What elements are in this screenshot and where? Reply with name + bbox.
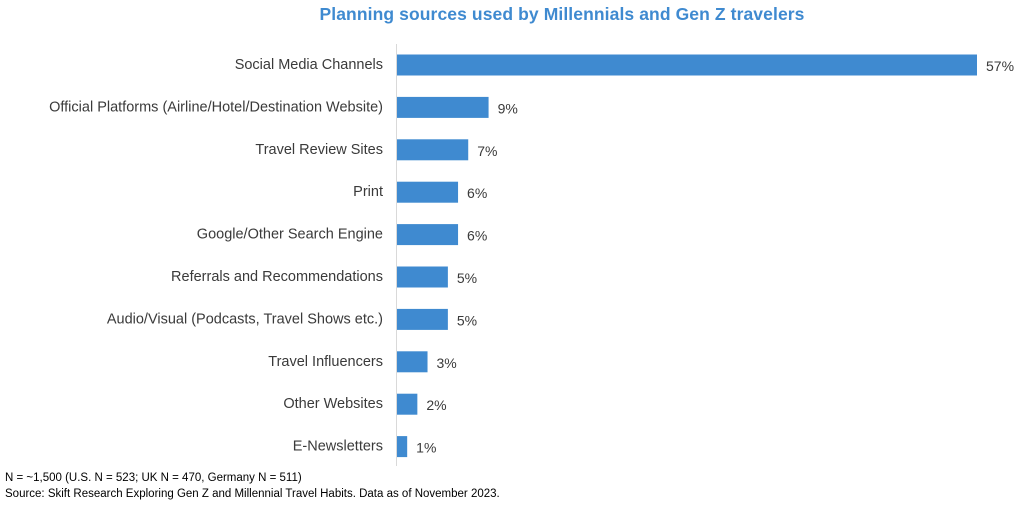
category-label: Official Platforms (Airline/Hotel/Destin…	[49, 99, 383, 115]
category-label: Travel Influencers	[268, 354, 383, 370]
category-label: Google/Other Search Engine	[197, 227, 383, 243]
value-label: 7%	[477, 143, 497, 159]
bar	[397, 266, 448, 288]
category-label: Audio/Visual (Podcasts, Travel Shows etc…	[107, 311, 383, 327]
category-label: E-Newsletters	[293, 439, 383, 455]
value-label: 5%	[457, 312, 477, 328]
bar	[397, 54, 977, 76]
bar	[397, 436, 408, 458]
value-label: 9%	[498, 100, 518, 116]
category-label: Print	[353, 184, 383, 200]
category-label: Social Media Channels	[235, 57, 383, 73]
bar	[397, 96, 489, 118]
bar	[397, 308, 448, 330]
bar	[397, 393, 418, 415]
bar	[397, 139, 469, 161]
value-label: 1%	[416, 440, 436, 456]
value-label: 5%	[457, 270, 477, 286]
category-label: Referrals and Recommendations	[171, 269, 383, 285]
sample-size-note: N = ~1,500 (U.S. N = 523; UK N = 470, Ge…	[5, 472, 302, 484]
category-label: Travel Review Sites	[255, 142, 383, 158]
value-label: 6%	[467, 228, 487, 244]
bar	[397, 224, 459, 246]
bar	[397, 181, 459, 203]
source-note: Source: Skift Research Exploring Gen Z a…	[5, 488, 500, 500]
value-label: 6%	[467, 185, 487, 201]
bars-group: Social Media Channels 57% Official Platfor…	[49, 54, 1014, 458]
value-label: 2%	[426, 397, 446, 413]
value-label: 57%	[986, 58, 1014, 74]
bar	[397, 351, 428, 373]
value-label: 3%	[437, 355, 457, 371]
bar-chart: Social Media Channels 57% Official Platfor…	[49, 44, 1014, 466]
footnotes: N = ~1,500 (U.S. N = 523; UK N = 470, Ge…	[5, 470, 500, 502]
chart-title: Planning sources used by Millennials and…	[319, 4, 805, 24]
category-label: Other Websites	[283, 396, 383, 412]
